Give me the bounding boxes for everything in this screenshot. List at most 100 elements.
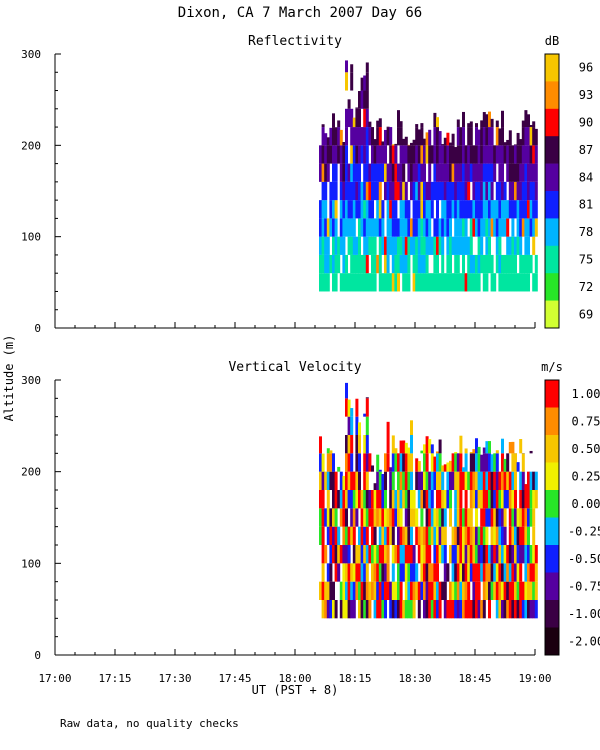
- heatmap-cell: [376, 218, 380, 237]
- heatmap-cell: [394, 448, 398, 454]
- heatmap-cell: [511, 471, 515, 490]
- heatmap-cell: [342, 490, 346, 509]
- heatmap-cell: [368, 218, 372, 237]
- heatmap-cell: [410, 471, 413, 490]
- heatmap-cell: [527, 508, 530, 527]
- heatmap-cell: [407, 600, 411, 619]
- heatmap-cell: [482, 471, 486, 490]
- heatmap-cell: [397, 471, 400, 490]
- heatmap-cell: [371, 508, 374, 527]
- heatmap-cell: [514, 508, 517, 527]
- heatmap-cell: [358, 200, 361, 219]
- x-tick-label: 18:30: [398, 672, 431, 685]
- colorbar-label: 69: [579, 307, 593, 321]
- heatmap-cell: [430, 145, 434, 164]
- heatmap-cell: [475, 508, 478, 527]
- heatmap-cell: [508, 545, 512, 564]
- heatmap-cell: [420, 526, 424, 545]
- heatmap-cell: [527, 471, 530, 490]
- heatmap-cell: [446, 200, 450, 219]
- heatmap-cell: [350, 471, 354, 490]
- heatmap-cell: [511, 490, 515, 509]
- heatmap-cell: [498, 526, 502, 545]
- heatmap-cell: [514, 600, 517, 619]
- heatmap-cell: [352, 471, 356, 490]
- heatmap-cell: [417, 545, 421, 564]
- heatmap-cell: [407, 200, 411, 219]
- heatmap-cell: [402, 163, 406, 182]
- heatmap-cell: [428, 181, 432, 201]
- heatmap-cell: [420, 563, 424, 582]
- heatmap-cell: [326, 453, 330, 472]
- heatmap-cell: [430, 273, 434, 292]
- heatmap-cell: [339, 471, 343, 490]
- heatmap-cell: [501, 110, 504, 128]
- heatmap-cell: [334, 254, 338, 274]
- heatmap-cell: [381, 563, 385, 582]
- heatmap-cell: [467, 123, 471, 128]
- heatmap-cell: [490, 163, 494, 182]
- heatmap-cell: [443, 490, 447, 509]
- heatmap-cell: [519, 526, 523, 545]
- heatmap-cell: [438, 508, 442, 527]
- heatmap-cell: [498, 273, 502, 292]
- heatmap-cell: [350, 563, 354, 582]
- heatmap-cell: [456, 581, 460, 600]
- heatmap-cell: [402, 526, 406, 545]
- heatmap-cell: [508, 442, 512, 454]
- heatmap-cell: [329, 181, 333, 201]
- heatmap-cell: [378, 236, 382, 255]
- heatmap-cell: [350, 490, 354, 509]
- heatmap-cell: [462, 200, 465, 219]
- heatmap-cell: [485, 273, 489, 292]
- heatmap-cell: [368, 163, 372, 182]
- heatmap-cell: [503, 508, 507, 527]
- heatmap-cell: [459, 526, 463, 545]
- heatmap-cell: [456, 453, 460, 472]
- heatmap-cell: [329, 600, 333, 619]
- heatmap-cell: [516, 200, 520, 219]
- heatmap-cell: [365, 600, 369, 619]
- heatmap-cell: [508, 581, 512, 600]
- heatmap-cell: [350, 218, 354, 237]
- heatmap-cell: [378, 118, 382, 128]
- heatmap-cell: [428, 200, 432, 219]
- heatmap-cell: [498, 163, 502, 182]
- heatmap-cell: [485, 453, 489, 472]
- heatmap-cell: [373, 163, 377, 182]
- heatmap-cell: [386, 200, 390, 219]
- heatmap-cell: [477, 273, 481, 292]
- heatmap-cell: [420, 581, 424, 600]
- heatmap-cell: [472, 200, 476, 219]
- heatmap-cell: [503, 490, 507, 509]
- heatmap-cell: [521, 453, 525, 472]
- heatmap-cell: [495, 218, 499, 237]
- heatmap-cell: [438, 526, 442, 545]
- colorbar-unit-reflectivity: dB: [545, 34, 559, 48]
- colorbar-swatch: [545, 245, 559, 274]
- heatmap-cell: [415, 218, 419, 237]
- heatmap-cell: [482, 273, 486, 292]
- heatmap-cell: [337, 127, 341, 146]
- heatmap-cell: [378, 471, 382, 490]
- heatmap-cell: [436, 200, 439, 219]
- heatmap-cell: [532, 121, 536, 128]
- heatmap-cell: [441, 254, 445, 274]
- heatmap-cell: [321, 127, 325, 146]
- heatmap-cell: [386, 453, 390, 472]
- heatmap-cell: [451, 581, 455, 600]
- heatmap-cell: [495, 181, 499, 201]
- heatmap-cell: [420, 450, 424, 454]
- heatmap-cell: [524, 236, 528, 255]
- heatmap-cell: [459, 127, 463, 146]
- heatmap-cell: [469, 163, 473, 182]
- heatmap-cell: [469, 273, 473, 292]
- heatmap-cell: [514, 471, 517, 490]
- heatmap-cell: [410, 218, 413, 237]
- heatmap-cell: [376, 120, 380, 128]
- heatmap-cell: [363, 490, 367, 509]
- x-tick-label: 19:00: [518, 672, 551, 685]
- heatmap-cell: [493, 581, 497, 600]
- heatmap-cell: [449, 218, 452, 237]
- heatmap-cell: [469, 526, 473, 545]
